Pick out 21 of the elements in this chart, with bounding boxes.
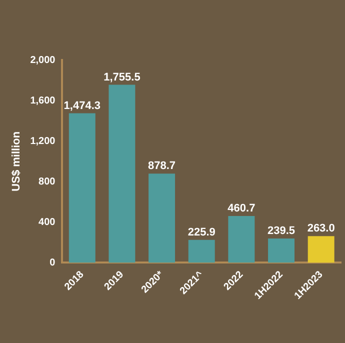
- y-tick-label: 1,200: [30, 136, 56, 147]
- data-label: 263.0: [307, 222, 335, 235]
- bar: [108, 84, 136, 263]
- data-label: 239.5: [267, 225, 296, 237]
- bar: [228, 216, 255, 263]
- bar: [188, 240, 215, 263]
- data-label: 225.9: [188, 226, 216, 238]
- bar: [68, 113, 96, 263]
- data-label: 1,474.3: [64, 100, 100, 112]
- data-label: 460.7: [228, 202, 256, 215]
- y-tick-label: 1,600: [30, 95, 56, 106]
- data-label: 1,755.5: [104, 71, 140, 84]
- y-axis-title: US$ million: [10, 131, 23, 192]
- bar: [148, 174, 176, 263]
- y-tick-label: 400: [38, 216, 56, 228]
- y-tick-label: 2,000: [30, 54, 56, 66]
- data-label: 878.7: [148, 160, 176, 172]
- y-tick-label: 800: [38, 176, 56, 188]
- bar: [308, 236, 334, 263]
- y-tick-label: 0: [50, 257, 56, 268]
- bar: [268, 238, 295, 263]
